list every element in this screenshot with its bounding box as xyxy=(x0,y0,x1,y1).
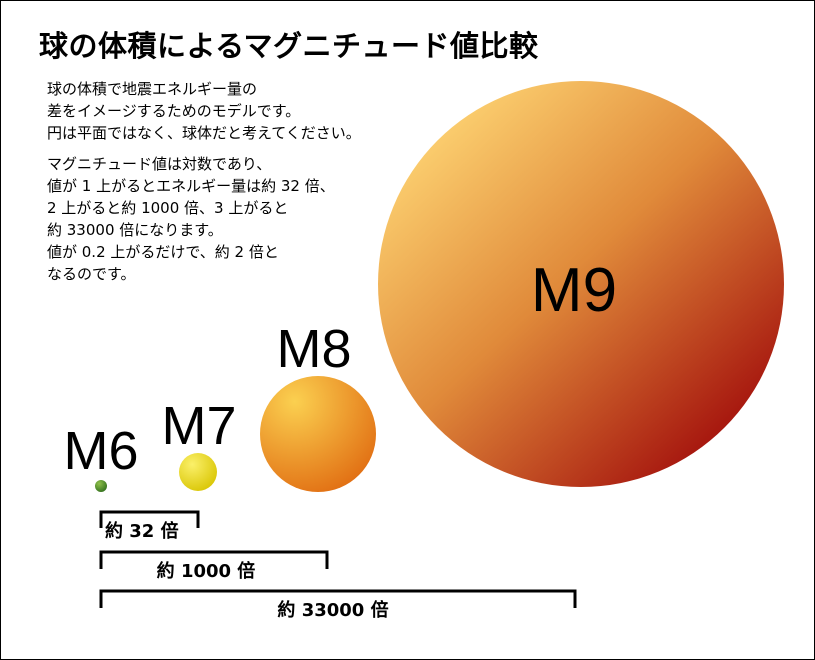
description-line: 球の体積で地震エネルギー量の xyxy=(47,80,258,98)
bracket-32x xyxy=(99,510,200,528)
sphere-m8 xyxy=(260,376,376,492)
label-m9: M9 xyxy=(531,256,617,325)
description-line: 円は平面ではなく、球体だと考えてください。 xyxy=(47,124,361,142)
bracket-1000x xyxy=(99,550,329,569)
page-title: 球の体積によるマグニチュード値比較 xyxy=(39,29,539,63)
bracket-label-1000x: 約 1000 倍 xyxy=(157,560,256,582)
label-m6: M6 xyxy=(63,421,138,481)
label-m7: M7 xyxy=(161,396,236,456)
description-line: マグニチュード値は対数であり、 xyxy=(47,155,272,173)
bracket-label-33000x: 約 33000 倍 xyxy=(277,599,388,621)
sphere-m6 xyxy=(95,480,107,492)
description-line: 値が 0.2 上がるだけで、約 2 倍と xyxy=(47,243,279,261)
bracket-33000x xyxy=(99,589,577,608)
description: 球の体積で地震エネルギー量の 差をイメージするためのモデルです。 円は平面ではな… xyxy=(47,78,361,285)
description-line: 差をイメージするためのモデルです。 xyxy=(47,102,301,120)
label-m8: M8 xyxy=(276,319,351,379)
description-line: 2 上がると約 1000 倍、3 上がると xyxy=(47,199,289,217)
sphere-m7 xyxy=(179,453,217,491)
sphere-m9 xyxy=(378,81,784,487)
bracket-label-32x: 約 32 倍 xyxy=(105,520,179,542)
description-line: 値が 1 上がるとエネルギー量は約 32 倍、 xyxy=(47,177,335,195)
description-line: 約 33000 倍になります。 xyxy=(47,221,223,239)
description-line: なるのです。 xyxy=(47,265,136,283)
